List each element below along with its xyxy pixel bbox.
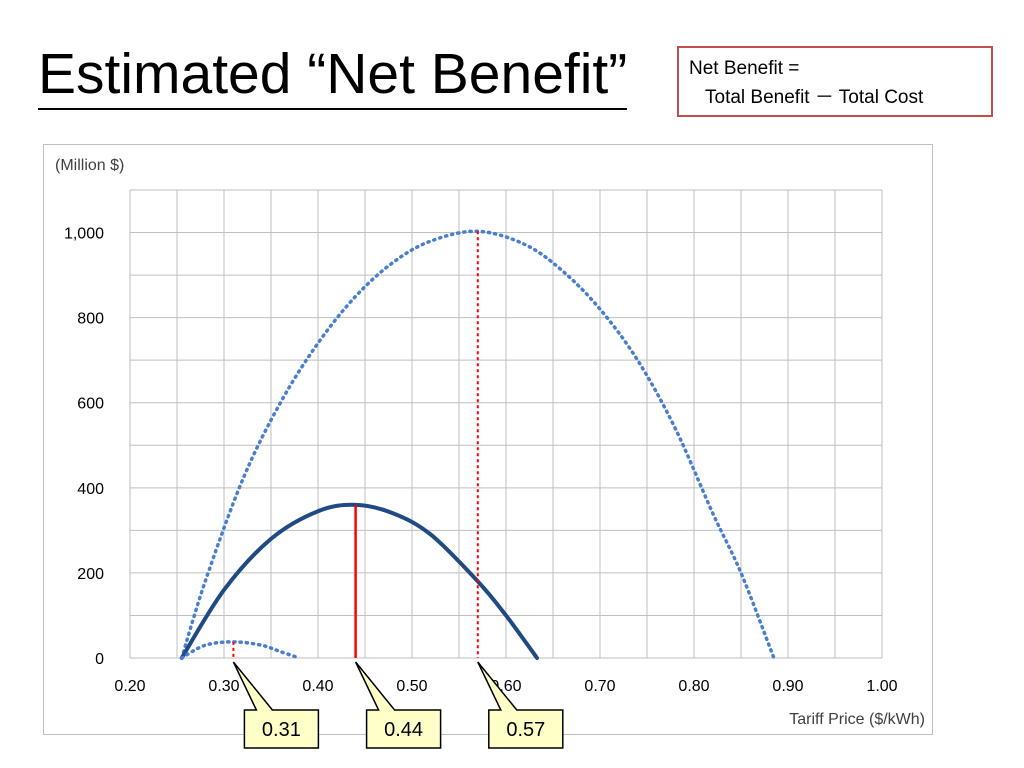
formula-box: Net Benefit = Total Benefit － Total Cost — [677, 46, 993, 117]
formula-line-1: Net Benefit = — [689, 58, 800, 79]
peak-markers — [232, 231, 479, 658]
x-tick-label: 0.90 — [772, 678, 803, 695]
x-tick-label: 0.80 — [678, 678, 709, 695]
chart-grid — [129, 189, 883, 659]
y-tick-label: 600 — [77, 396, 104, 413]
x-tick-label: 0.50 — [396, 678, 427, 695]
callout-box — [354, 661, 442, 749]
y-axis-label: (Million $) — [55, 157, 124, 174]
dotted-net-benefit-curve — [179, 229, 776, 660]
y-tick-label: 0 — [95, 651, 104, 668]
x-tick-label: 1.00 — [866, 678, 897, 695]
callout-box — [477, 661, 564, 749]
x-axis-label: Tariff Price ($/kWh) — [789, 711, 925, 728]
chart-series — [179, 229, 776, 660]
x-tick-label: 0.30 — [208, 678, 239, 695]
x-tick-labels: 0.20 0.30 0.40 0.50 0.60 0.70 0.80 0.90 1.00 — [114, 678, 897, 695]
y-tick-label: 400 — [77, 481, 104, 498]
y-tick-label: 200 — [77, 566, 104, 583]
callout-label: 0.57 — [506, 719, 545, 741]
solid-net-benefit-curve — [179, 502, 540, 660]
callout-box — [232, 661, 320, 749]
slide-title: Estimated “Net Benefit” — [38, 40, 628, 110]
y-tick-label: 1,000 — [64, 226, 104, 243]
formula-line-2: Total Benefit － Total Cost — [705, 87, 924, 108]
x-tick-label: 0.70 — [584, 678, 615, 695]
y-tick-label: 800 — [77, 311, 104, 328]
y-tick-labels: 0 200 400 600 800 1,000 — [64, 226, 104, 668]
peak-callouts: 0.31 0.44 0.57 — [232, 661, 564, 749]
chart-frame — [43, 144, 933, 735]
callout-label: 0.31 — [262, 719, 301, 741]
callout-label: 0.44 — [384, 719, 423, 741]
dotted-net-benefit-curve — [179, 640, 301, 660]
x-tick-label: 0.20 — [114, 678, 145, 695]
x-tick-label: 0.40 — [302, 678, 333, 695]
